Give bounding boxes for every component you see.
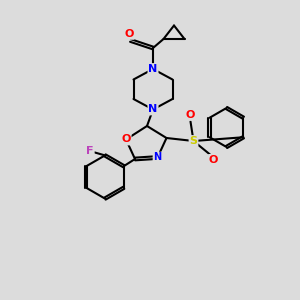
Text: N: N xyxy=(148,64,158,74)
Text: O: O xyxy=(185,110,195,120)
Text: N: N xyxy=(148,104,158,115)
Text: O: O xyxy=(209,155,218,165)
Text: F: F xyxy=(86,146,94,156)
Text: O: O xyxy=(124,29,134,39)
Text: O: O xyxy=(121,134,131,145)
Text: S: S xyxy=(190,136,197,146)
Text: N: N xyxy=(153,152,162,163)
